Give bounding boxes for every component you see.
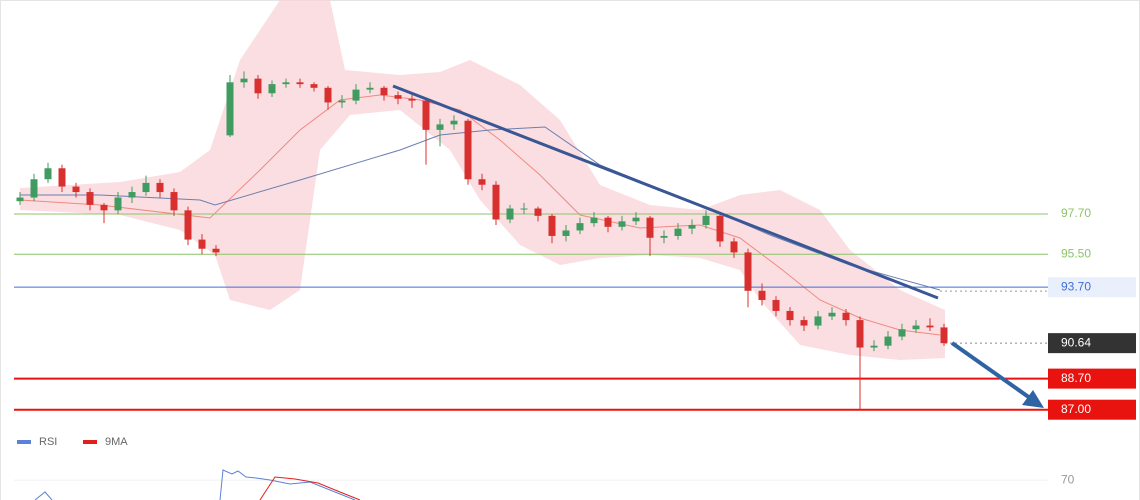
candle-body (576, 223, 584, 231)
candle-body (898, 329, 906, 337)
candle-body (422, 100, 430, 130)
candle-body (800, 320, 808, 326)
candle-body (702, 215, 710, 225)
candle-body (324, 87, 332, 103)
level-label: 95.50 (1061, 246, 1091, 260)
candle-body (254, 78, 262, 94)
level-label-box (1048, 333, 1136, 354)
rsi-ma-line (259, 476, 361, 500)
candle-body (408, 98, 416, 101)
candle-body (716, 215, 724, 242)
candle-body (450, 120, 458, 125)
legend-label: RSI (39, 436, 57, 448)
candle-body (730, 241, 738, 253)
trend-line (392, 84, 939, 300)
candle-body (520, 208, 528, 210)
legend-swatch (83, 440, 97, 444)
candle-body (478, 179, 486, 185)
candle-body (296, 82, 304, 85)
candle-body (534, 208, 542, 216)
candle-body (856, 320, 864, 348)
rsi-line (219, 469, 356, 500)
candle-body (772, 299, 780, 311)
level-label: 88.70 (1061, 371, 1091, 385)
candle-body (394, 95, 402, 99)
candle-body (30, 179, 38, 198)
level-label-box (1048, 399, 1136, 420)
candle-body (114, 197, 122, 211)
candle-body (660, 235, 668, 238)
candle-body (744, 252, 752, 291)
rsi-tick-label: 70 (1061, 472, 1075, 486)
candle-body (646, 217, 654, 238)
candle-body (786, 310, 794, 321)
candle-body (282, 82, 290, 85)
candle-body (58, 168, 66, 187)
candle-body (268, 84, 276, 94)
legend-label: 9MA (105, 436, 128, 448)
candle-body (16, 197, 24, 202)
candle-body (926, 325, 934, 328)
candle-body (912, 325, 920, 330)
candle-body (352, 89, 360, 101)
middle-band (19, 94, 941, 336)
candle-body (842, 312, 850, 321)
candle-body (184, 210, 192, 240)
candle-body (72, 186, 80, 193)
candle-body (870, 345, 878, 348)
rsi-line (34, 491, 53, 500)
candle-body (548, 215, 556, 236)
candle-body (492, 184, 500, 220)
candle-body (198, 239, 206, 249)
candle-body (212, 248, 220, 253)
candle-body (590, 217, 598, 224)
candle-body (226, 82, 234, 136)
legend-swatch (17, 440, 31, 444)
candle-body (128, 192, 136, 198)
candle-body (674, 228, 682, 236)
candle-body (758, 290, 766, 300)
candle-body (940, 327, 948, 344)
candle-body (562, 230, 570, 236)
candle-body (506, 208, 514, 220)
candle-body (100, 204, 108, 211)
candle-body (464, 120, 472, 180)
candle-body (828, 312, 836, 317)
candle-body (814, 316, 822, 326)
candle-body (310, 84, 318, 88)
candle-body (688, 224, 696, 229)
candle-body (618, 221, 626, 227)
candle-body (142, 182, 150, 193)
level-label: 97.70 (1061, 206, 1091, 220)
candle-body (632, 217, 640, 222)
candle-body (170, 192, 178, 211)
level-label-box (1048, 368, 1136, 389)
candle-body (604, 217, 612, 227)
candle-body (338, 100, 346, 103)
candle-body (884, 336, 892, 346)
forecast-arrowhead (1022, 390, 1044, 408)
candle-body (366, 87, 374, 90)
level-label: 93.70 (1061, 279, 1091, 293)
candle-body (44, 168, 52, 180)
candle-body (436, 124, 444, 130)
forecast-arrow (950, 341, 1032, 400)
level-label: 87.00 (1061, 402, 1091, 416)
level-label: 90.64 (1061, 335, 1091, 349)
candle-body (156, 182, 164, 193)
level-label-box (1048, 277, 1136, 298)
candle-body (380, 87, 388, 96)
candle-body (86, 192, 94, 205)
candle-body (240, 78, 248, 83)
